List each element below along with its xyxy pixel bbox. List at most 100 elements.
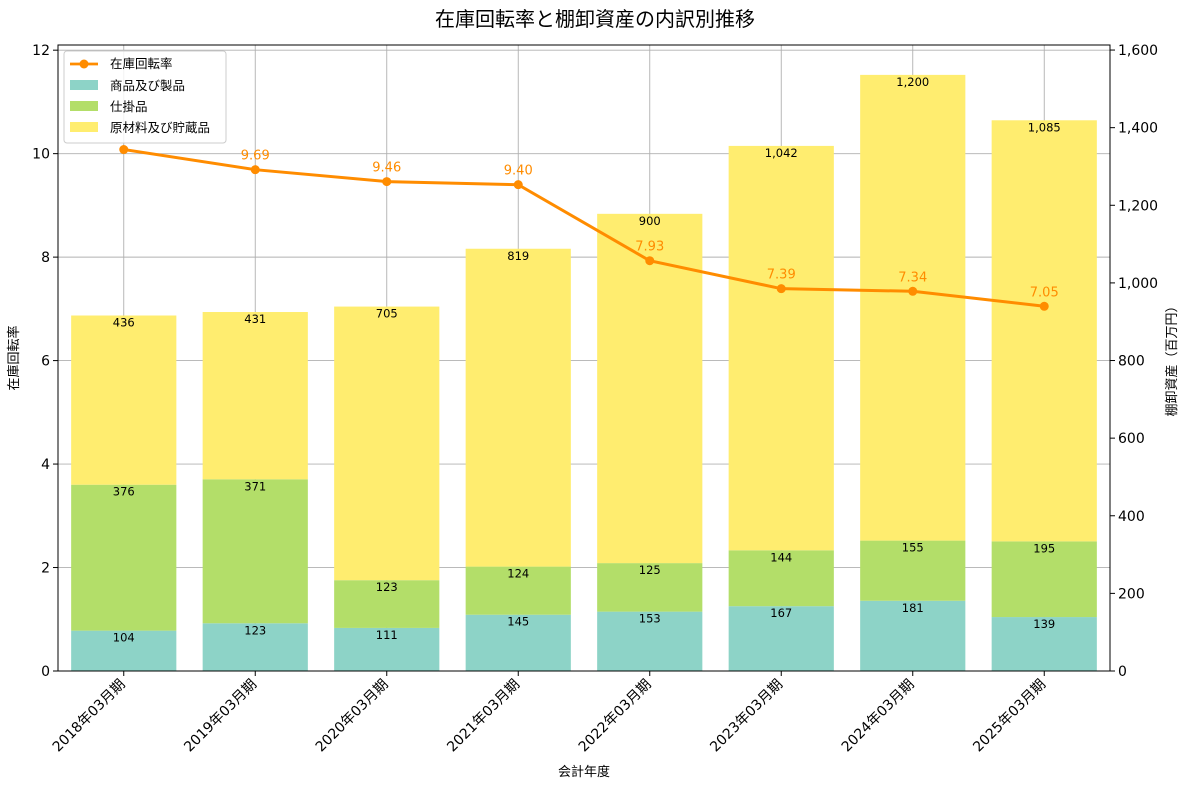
bar-segment bbox=[334, 627, 440, 671]
turnover-point bbox=[250, 165, 260, 175]
legend-label-wip: 仕掛品 bbox=[110, 99, 148, 114]
turnover-point bbox=[513, 180, 523, 190]
bar-segment bbox=[728, 550, 834, 607]
turnover-line-path bbox=[123, 148, 1045, 308]
bar-value-label: 125 bbox=[639, 563, 661, 577]
y-left-tick-label: 6 bbox=[41, 354, 50, 370]
bar-segment bbox=[728, 145, 834, 551]
bar-segment bbox=[991, 120, 1097, 542]
turnover-value-label: 7.05 bbox=[1030, 285, 1059, 300]
y-axis-right-ticks: 0 200 400 600 800 1,000 1,200 1,400 1,600 bbox=[1110, 43, 1158, 680]
bar-value-label: 900 bbox=[639, 214, 661, 228]
bar-value-label: 819 bbox=[507, 249, 529, 263]
legend: 在庫回転率 商品及び製品 仕掛品 原材料及び貯蔵品 bbox=[63, 50, 227, 144]
turnover-value-label: 7.39 bbox=[767, 268, 796, 283]
y-right-tick-label: 0 bbox=[1118, 664, 1127, 680]
y-right-tick-label: 1,600 bbox=[1118, 43, 1158, 59]
bar-value-label: 123 bbox=[244, 623, 266, 637]
y-left-tick-label: 4 bbox=[41, 457, 50, 473]
bar-value-label: 376 bbox=[113, 485, 135, 499]
y-left-tick-label: 12 bbox=[32, 43, 50, 59]
bar-value-label: 123 bbox=[376, 580, 398, 594]
bar-segment bbox=[465, 248, 571, 567]
turnover-point bbox=[776, 284, 786, 294]
legend-label-turnover: 在庫回転率 bbox=[110, 56, 173, 71]
y-right-tick-label: 800 bbox=[1118, 354, 1145, 370]
legend-swatch-materials bbox=[70, 122, 98, 132]
turnover-point bbox=[645, 256, 655, 266]
turnover-point bbox=[382, 177, 392, 187]
bar-segment bbox=[860, 74, 966, 541]
x-axis-ticks: 2018年03月期 2019年03月期 2020年03月期 2021年03月期 2022… bbox=[50, 671, 1049, 755]
x-tick-label: 2024年03月期 bbox=[839, 677, 918, 756]
bar-segment bbox=[465, 566, 571, 615]
y-left-tick-label: 0 bbox=[41, 664, 50, 680]
y-right-tick-label: 600 bbox=[1118, 431, 1145, 447]
turnover-value-label: 7.93 bbox=[635, 240, 664, 255]
bar-segment bbox=[991, 541, 1097, 618]
bar-value-label: 1,085 bbox=[1028, 120, 1061, 134]
bar-segment bbox=[202, 479, 308, 624]
bar-value-label: 153 bbox=[639, 612, 661, 626]
bar-value-label: 181 bbox=[902, 601, 924, 615]
bar-value-label: 431 bbox=[244, 312, 266, 326]
y-axis-left-label: 在庫回転率 bbox=[6, 325, 22, 390]
turnover-value-label: 9.46 bbox=[372, 161, 401, 176]
bar-segment bbox=[334, 306, 440, 581]
bar-value-label: 124 bbox=[507, 567, 529, 581]
bar-segment bbox=[728, 606, 834, 671]
legend-line-marker bbox=[79, 59, 89, 69]
bar-value-label: 139 bbox=[1033, 617, 1055, 631]
bar-segment bbox=[202, 623, 308, 671]
bar-segment bbox=[991, 617, 1097, 671]
bar-segment bbox=[202, 312, 308, 480]
bar-value-label: 104 bbox=[113, 631, 135, 645]
bar-value-label: 167 bbox=[770, 606, 792, 620]
bar-value-label: 371 bbox=[244, 479, 266, 493]
y-left-tick-label: 2 bbox=[41, 561, 50, 577]
x-tick-label: 2020年03月期 bbox=[313, 677, 392, 756]
legend-swatch-wip bbox=[70, 101, 98, 111]
x-tick-label: 2019年03月期 bbox=[181, 677, 260, 756]
x-axis-label: 会計年度 bbox=[558, 764, 610, 780]
bar-value-label: 144 bbox=[770, 550, 792, 564]
bar-segment bbox=[597, 563, 703, 612]
bar-segment bbox=[597, 213, 703, 564]
legend-frame bbox=[63, 50, 227, 144]
y-right-tick-label: 1,200 bbox=[1118, 198, 1158, 214]
y-left-tick-label: 8 bbox=[41, 250, 50, 266]
bar-segment bbox=[597, 611, 703, 671]
bar-segment bbox=[860, 600, 966, 671]
turnover-value-label: 7.34 bbox=[898, 270, 927, 285]
y-axis-left-ticks: 0 2 4 6 8 10 12 bbox=[32, 43, 58, 680]
bar-segment bbox=[71, 315, 177, 485]
y-left-tick-label: 10 bbox=[32, 147, 50, 163]
bar-segment bbox=[71, 630, 177, 671]
x-tick-label: 2021年03月期 bbox=[444, 677, 523, 756]
bar-value-label: 195 bbox=[1033, 541, 1055, 555]
bar-value-label: 145 bbox=[507, 615, 529, 629]
bar-value-label: 436 bbox=[113, 316, 135, 330]
bar-value-label: 111 bbox=[376, 628, 398, 642]
stacked-bars bbox=[71, 74, 1097, 671]
bar-value-label: 1,200 bbox=[896, 75, 929, 89]
bar-segment bbox=[334, 580, 440, 628]
bar-segment bbox=[860, 540, 966, 601]
legend-label-products: 商品及び製品 bbox=[110, 78, 185, 93]
bar-value-label: 1,042 bbox=[765, 146, 798, 160]
y-right-tick-label: 200 bbox=[1118, 586, 1145, 602]
x-tick-label: 2018年03月期 bbox=[50, 677, 129, 756]
y-axis-right-label: 棚卸資産（百万円） bbox=[1164, 299, 1180, 416]
axes bbox=[57, 44, 1111, 672]
x-tick-label: 2023年03月期 bbox=[707, 677, 786, 756]
bar-value-label: 705 bbox=[376, 307, 398, 321]
turnover-point bbox=[1039, 301, 1049, 311]
turnover-value-label: 9.69 bbox=[241, 149, 270, 164]
legend-label-materials: 原材料及び貯蔵品 bbox=[110, 120, 210, 135]
bar-segment bbox=[71, 484, 177, 631]
chart-title: 在庫回転率と棚卸資産の内訳別推移 bbox=[435, 7, 755, 31]
y-right-tick-label: 400 bbox=[1118, 509, 1145, 525]
turnover-value-label: 9.40 bbox=[504, 164, 533, 179]
y-right-tick-label: 1,400 bbox=[1118, 121, 1158, 137]
